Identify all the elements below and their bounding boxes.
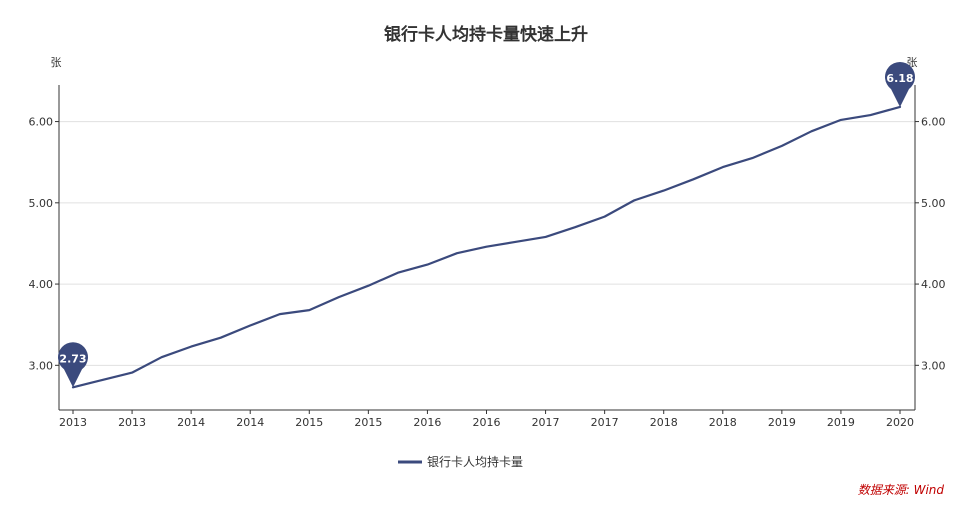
y-tick-labels: 3.00 3.00 4.00 4.00 5.00 5.00 6.00 6.00 (29, 116, 946, 373)
y-tick-label-right: 4.00 (921, 278, 946, 291)
x-tick-label: 2017 (532, 416, 560, 429)
legend-label: 银行卡人均持卡量 (427, 454, 523, 469)
chart-title: 银行卡人均持卡量快速上升 (384, 24, 588, 45)
marker-label: 2.73 (59, 352, 86, 365)
x-tick-label: 2017 (591, 416, 619, 429)
x-tick-label: 2018 (709, 416, 737, 429)
source-note: 数据来源: Wind (858, 483, 945, 497)
x-tick-label: 2019 (827, 416, 855, 429)
legend[interactable]: 银行卡人均持卡量 (398, 454, 523, 469)
x-tick-label: 2020 (886, 416, 914, 429)
series-lines (71, 105, 902, 389)
marker-pin (58, 342, 88, 388)
x-tick-label: 2014 (177, 416, 205, 429)
x-tick-label: 2014 (236, 416, 264, 429)
y-tick-label-left: 5.00 (29, 197, 54, 210)
x-tick-label: 2015 (354, 416, 382, 429)
x-tick-label: 2015 (295, 416, 323, 429)
gridlines (59, 121, 915, 366)
y-axis-unit-right: 张 (907, 56, 918, 69)
x-tick-label: 2019 (768, 416, 796, 429)
x-tick-label: 2013 (59, 416, 87, 429)
x-tick-label: 2018 (650, 416, 678, 429)
y-tick-label-right: 3.00 (921, 359, 946, 372)
value-marker: 6.18 (885, 61, 916, 107)
value-markers: 2.73 6.18 (58, 61, 916, 388)
y-axis-unit-left: 张 (51, 56, 62, 69)
y-tick-label-left: 4.00 (29, 278, 54, 291)
y-tick-label-right: 6.00 (921, 116, 946, 129)
x-tick-label: 2013 (118, 416, 146, 429)
x-tick-label: 2016 (473, 416, 501, 429)
y-tick-label-right: 5.00 (921, 197, 946, 210)
x-tick-labels: 2013 2013 2014 2014 2015 2015 2016 2016 2017 2017… (59, 410, 914, 429)
marker-pin (885, 61, 916, 107)
y-tick-label-left: 3.00 (29, 359, 54, 372)
series-line (71, 105, 902, 389)
x-tick-label: 2016 (413, 416, 441, 429)
y-tick-label-left: 6.00 (29, 116, 54, 129)
value-marker: 2.73 (58, 342, 88, 388)
marker-label: 6.18 (886, 72, 913, 85)
